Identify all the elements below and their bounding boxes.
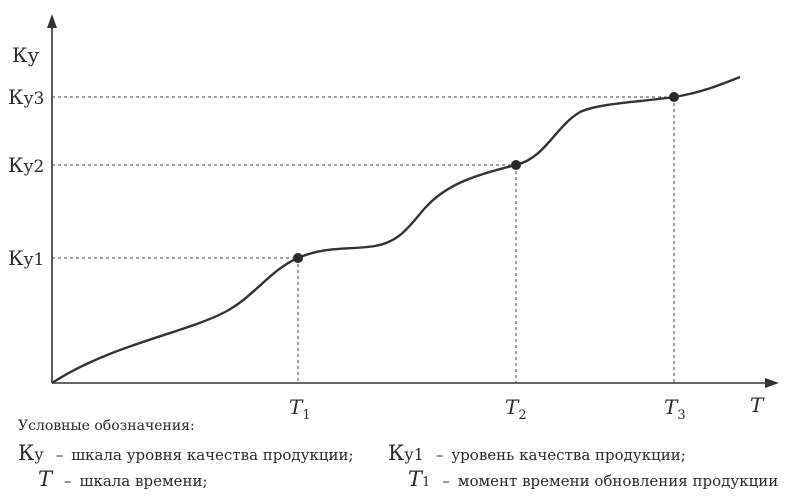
y-tick-label-2: Ку2	[8, 153, 44, 177]
x-axis-label: T	[750, 393, 765, 417]
data-point-3	[669, 92, 679, 102]
y-axis-arrow	[47, 14, 57, 28]
series-line	[51, 75, 741, 385]
y-tick-label-3: Ку3	[8, 85, 44, 109]
y-tick-label-1: Ку1	[8, 246, 44, 270]
x-tick-label-1: T1	[289, 395, 311, 423]
x-axis-arrow	[765, 378, 779, 388]
data-point-1	[293, 253, 303, 263]
x-tick-label-2: T2	[505, 395, 527, 423]
x-tick-label-3: T3	[664, 395, 686, 423]
y-axis-label: Ку	[12, 43, 39, 67]
data-point-2	[511, 160, 521, 170]
